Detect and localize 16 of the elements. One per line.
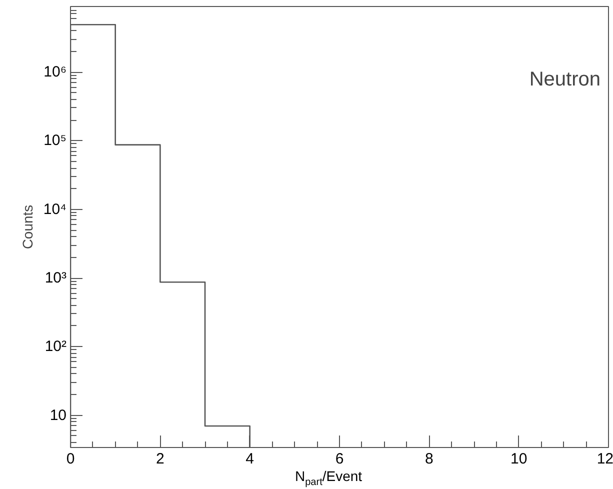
y-axis-title: Counts	[19, 204, 36, 250]
y-tick-label: 10⁴	[43, 200, 67, 218]
x-tick-label: 4	[246, 450, 254, 468]
x-tick-label: 6	[335, 450, 344, 468]
annotation: Neutron	[529, 68, 601, 90]
y-tick-label: 10⁵	[44, 132, 67, 150]
x-tick-label: 10	[510, 450, 528, 468]
y-tick-label: 10²	[44, 338, 67, 356]
x-tick-label: 0	[66, 450, 75, 468]
y-tick-label: 10³	[44, 270, 67, 287]
x-tick-label: 8	[424, 450, 434, 468]
y-tick-label: 10⁶	[44, 64, 66, 81]
x-tick-label: 2	[156, 450, 164, 468]
x-tick-label: 12	[596, 450, 613, 468]
y-tick-label: 10	[50, 406, 67, 424]
x-axis-title: N$_{part}$/Event	[295, 467, 362, 489]
